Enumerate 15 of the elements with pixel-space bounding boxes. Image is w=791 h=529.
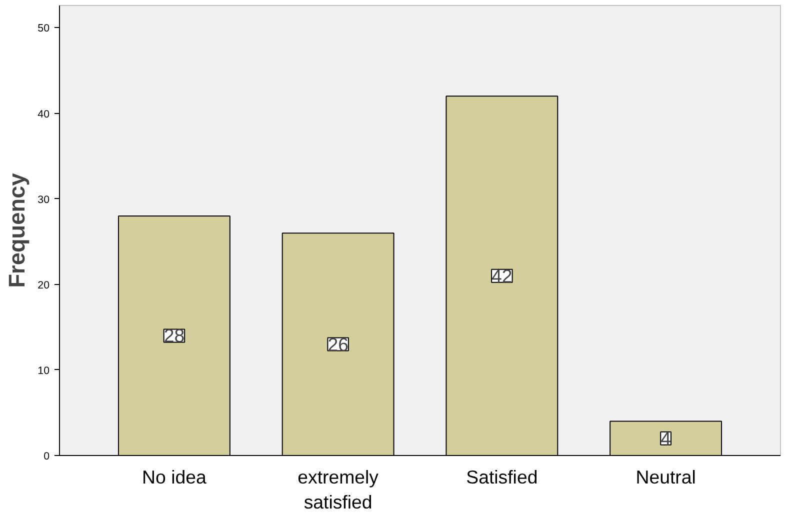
x-tick-label: extremely satisfied — [298, 466, 380, 513]
y-tick-label: 40 — [38, 108, 50, 120]
y-tick-label: 10 — [38, 364, 50, 377]
y-tick-label: 50 — [38, 22, 50, 35]
y-tick-label: 30 — [38, 194, 50, 206]
data-label: 4 — [660, 428, 671, 449]
data-label: 42 — [492, 265, 512, 286]
x-tick-label: Satisfied — [466, 466, 538, 488]
data-label: 26 — [328, 334, 348, 355]
x-tick-label: Neutral — [636, 466, 696, 488]
y-axis-title: Frequency — [4, 172, 30, 288]
y-tick-label: 20 — [38, 279, 50, 292]
data-label: 28 — [164, 325, 185, 346]
y-tick-label: 0 — [44, 450, 50, 462]
x-tick-label: No idea — [142, 466, 207, 488]
